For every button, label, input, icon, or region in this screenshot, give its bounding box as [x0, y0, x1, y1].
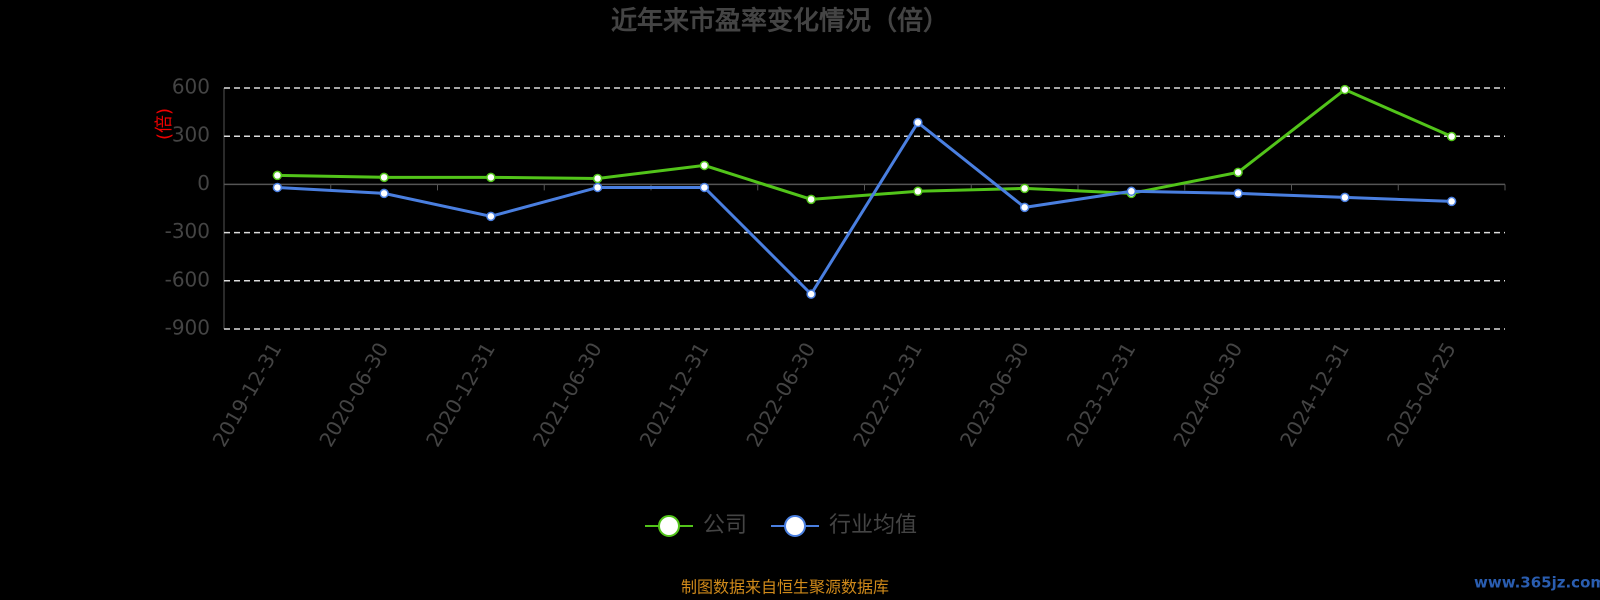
chart-title: 近年来市盈率变化情况（倍）	[611, 6, 949, 37]
watermark: www.365jz.com	[1474, 574, 1600, 592]
data-point	[699, 182, 710, 193]
legend-marker	[658, 515, 680, 537]
series-line	[277, 87, 1453, 201]
data-point	[913, 186, 923, 197]
y-tick-label: -600	[165, 267, 210, 291]
data-point	[1126, 186, 1137, 197]
data-point	[486, 211, 496, 222]
data-point	[1019, 183, 1030, 194]
data-point	[592, 173, 603, 184]
data-point	[1233, 167, 1243, 178]
y-tick-label: 0	[197, 171, 210, 195]
data-point	[913, 117, 923, 128]
data-point	[379, 188, 389, 199]
y-tick-label: 600	[172, 75, 210, 99]
series-line	[277, 120, 1452, 297]
data-point	[592, 182, 603, 193]
data-point	[806, 289, 816, 299]
y-tick-label: 300	[172, 123, 210, 147]
data-point	[1340, 84, 1350, 95]
data-point	[486, 172, 496, 183]
source-note: 制图数据来自恒生聚源数据库	[681, 578, 889, 597]
data-point	[1446, 196, 1457, 207]
data-point	[1446, 131, 1457, 142]
data-point	[272, 170, 283, 181]
data-point	[699, 160, 710, 171]
legend-marker	[784, 515, 807, 537]
data-point	[272, 182, 283, 193]
data-point	[1340, 192, 1350, 203]
data-point	[379, 172, 389, 183]
data-point	[806, 194, 816, 205]
legend-label: 公司	[703, 513, 747, 538]
y-tick-label: -300	[165, 219, 210, 243]
legend-label: 行业均值	[829, 513, 917, 538]
data-point	[1233, 188, 1243, 199]
y-tick-label: -900	[165, 316, 210, 340]
y-axis-label: (倍)	[154, 108, 175, 140]
data-point	[1019, 202, 1030, 213]
